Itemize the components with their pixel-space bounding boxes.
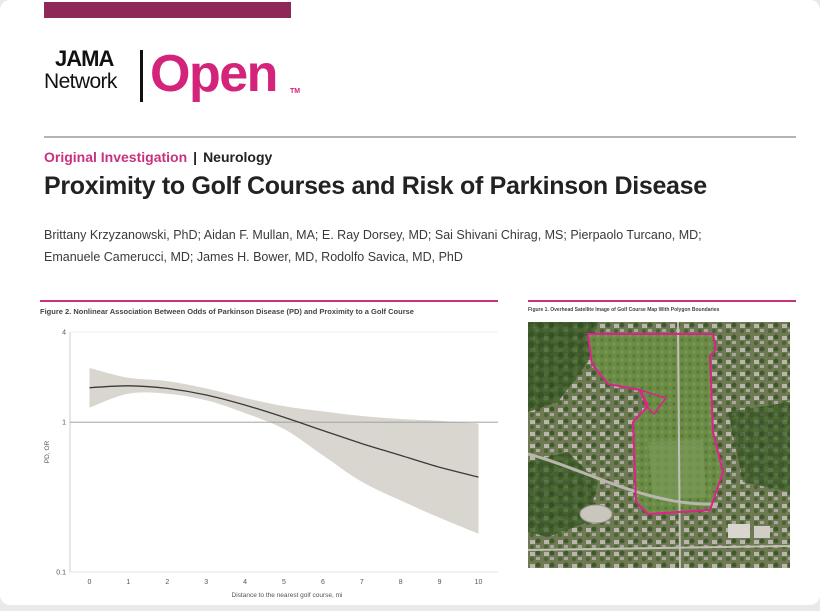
or-distance-chart: 0 1 2 3 4 5 6 7 8 9 10 0.1 1 4 Distance to the neare… <box>44 330 498 599</box>
x-tick-label-2: 2 <box>165 579 169 586</box>
x-tick-label-3: 3 <box>204 579 208 586</box>
category-type: Original Investigation <box>44 149 188 165</box>
category-field: Neurology <box>203 149 273 165</box>
figure-2-caption: Figure 2. Nonlinear Association Between … <box>40 307 414 316</box>
header-accent-bar <box>44 2 291 18</box>
x-tick-label-1: 1 <box>126 579 130 586</box>
header-rule <box>44 136 796 138</box>
x-tick-label-0: 0 <box>88 579 92 586</box>
figure-2-rule <box>40 300 498 302</box>
y-axis-label: PD, OR <box>44 441 51 464</box>
confidence-band <box>89 368 479 534</box>
logo-open-text: Open <box>150 45 278 103</box>
figure-1-caption: Figure 1. Overhead Satellite Image of Go… <box>528 307 720 313</box>
logo-network-text: Network <box>44 70 117 93</box>
x-axis-label: Distance to the nearest golf course, mi <box>232 592 343 599</box>
article-title: Proximity to Golf Courses and Risk of Pa… <box>44 172 707 200</box>
logo-divider <box>140 50 143 102</box>
logo-trademark: TM <box>290 88 301 95</box>
x-tick-label-6: 6 <box>321 579 325 586</box>
figure-1-rule <box>528 300 796 302</box>
x-tick-label-8: 8 <box>399 579 403 586</box>
odds-ratio-curve <box>89 385 479 478</box>
x-tick-label-5: 5 <box>282 579 286 586</box>
x-tick-label-9: 9 <box>438 579 442 586</box>
y-tick-label-0: 0.1 <box>56 570 66 577</box>
category-separator: | <box>193 149 198 165</box>
y-tick-label-2: 4 <box>62 330 66 337</box>
y-tick-label-1: 1 <box>62 420 66 427</box>
figure-2: Figure 2. Nonlinear Association Between … <box>40 300 498 600</box>
authors-line-1: Brittany Krzyzanowski, PhD; Aidan F. Mul… <box>44 228 702 242</box>
golf-course-polygon <box>586 333 725 516</box>
figure-1: Figure 1. Overhead Satellite Image of Go… <box>527 300 796 569</box>
x-tick-label-7: 7 <box>360 579 364 586</box>
satellite-image <box>527 321 791 573</box>
logo-jama-text: JAMA <box>55 46 114 71</box>
satellite-map-graphic <box>527 321 791 569</box>
article-category: Original Investigation | Neurology <box>44 149 272 165</box>
x-tick-label-4: 4 <box>243 579 247 586</box>
author-list: Brittany Krzyzanowski, PhD; Aidan F. Mul… <box>44 224 804 268</box>
x-tick-label-10: 10 <box>475 579 483 586</box>
authors-line-2: Emanuele Camerucci, MD; James H. Bower, … <box>44 250 463 264</box>
